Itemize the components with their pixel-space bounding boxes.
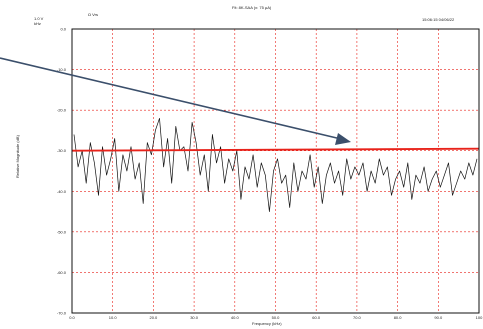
y-tick-label: -60.0 [57, 270, 67, 275]
x-tick-label: 60.0 [312, 315, 321, 320]
x-axis-label: Frequency (kHz) [252, 321, 282, 326]
x-tick-label: 80.0 [394, 315, 403, 320]
y-tick-label: -50.0 [57, 229, 67, 234]
x-tick-label: 50.0 [272, 315, 281, 320]
tick-layer: 0.0 10.0 20.0 30.0 40.0 50.0 60.0 70.0 80.0 90.0 1… [57, 27, 483, 321]
grid [72, 29, 479, 313]
x-tick-label: 70.0 [353, 315, 362, 320]
top-left-extra: Ω Vrs [88, 12, 98, 17]
plot-frame [71, 28, 480, 314]
y-tick-label: 0.0 [60, 27, 66, 32]
y-tick-label: -20.0 [57, 108, 67, 113]
annotation-arrow [0, 57, 351, 145]
y-tick-label: -30.0 [57, 148, 67, 153]
x-tick-label: 30.0 [190, 315, 199, 320]
reference-line [71, 147, 480, 152]
x-tick-label: 0.0 [69, 315, 75, 320]
x-tick-label: 10.0 [109, 315, 118, 320]
x-tick-label: 90.0 [434, 315, 443, 320]
x-tick-label: 20.0 [150, 315, 159, 320]
title: Fit: 8K-SAA (x: 75 µA) [232, 5, 272, 10]
top-left-unit-2: kHz [34, 21, 41, 26]
timestamp: 15:06:15 04/06/22 [422, 17, 455, 22]
x-tick-label: 40.0 [231, 315, 240, 320]
y-tick-label: -70.0 [57, 311, 67, 316]
top-left-unit: 1.0 V [34, 16, 44, 21]
magnitude-trace [73, 117, 478, 212]
y-tick-label: -10.0 [57, 67, 67, 72]
y-tick-label: -40.0 [57, 189, 67, 194]
x-tick-label: 100 [476, 315, 483, 320]
series-layer [71, 117, 480, 212]
